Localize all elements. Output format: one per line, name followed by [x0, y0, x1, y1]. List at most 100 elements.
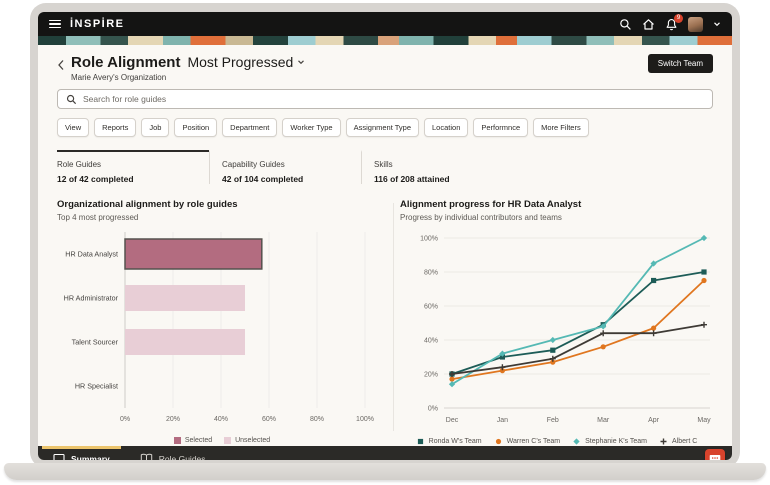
bottom-toolbar: Summary Role Guides: [38, 446, 732, 460]
bottombar-item-label: Role Guides: [158, 454, 206, 460]
bar-category-label: HR Specialist: [75, 382, 118, 391]
filter-chip-position[interactable]: Position: [174, 118, 218, 137]
legend-ronda-w-s-team: Ronda W's Team: [416, 437, 482, 446]
main-content: Role Alignment Most Progressed Marie Ave…: [38, 45, 732, 446]
svg-text:80%: 80%: [424, 270, 438, 277]
tab-value: 12 of 42 completed: [57, 174, 134, 184]
chat-bubble-icon: [709, 455, 721, 460]
chat-button[interactable]: [705, 449, 725, 460]
legend-stephanie-k-s-team: Stephanie K's Team: [572, 437, 647, 446]
switch-team-button[interactable]: Switch Team: [647, 54, 713, 73]
legend-marker-icon: [660, 438, 667, 445]
search-input[interactable]: [83, 94, 704, 104]
page-title: Role Alignment: [71, 54, 181, 71]
laptop-bezel: İNSPİRE 9: [30, 3, 740, 468]
svg-text:0%: 0%: [428, 406, 438, 413]
filter-chip-performnce[interactable]: Performnce: [473, 118, 529, 137]
svg-text:Apr: Apr: [648, 417, 660, 424]
line-chart-subtitle: Progress by individual contributors and …: [400, 213, 562, 222]
chevron-left-icon: [58, 60, 64, 70]
bar-hr-data-analyst[interactable]: [124, 238, 263, 270]
chevron-down-icon: [298, 60, 305, 65]
bar-chart-subtitle: Top 4 most progressed: [57, 213, 139, 222]
bottombar-item-summary[interactable]: Summary: [38, 446, 125, 460]
notifications-button[interactable]: 9: [665, 13, 683, 31]
line-series-stephanie-k-s-team: [451, 237, 705, 386]
bar-hr-administrator[interactable]: [125, 285, 245, 311]
avatar[interactable]: [688, 16, 703, 32]
line-chart-legend: Ronda W's Team Warren C's Team Stephanie K…: [400, 437, 713, 446]
page-header: Role Alignment Most Progressed Marie Ave…: [57, 54, 713, 82]
filter-chip-worker-type[interactable]: Worker Type: [282, 118, 341, 137]
legend-selected: Selected: [173, 437, 212, 444]
tab-value: 42 of 104 completed: [222, 174, 304, 184]
svg-text:Mar: Mar: [597, 417, 610, 424]
search-icon: [66, 94, 77, 104]
org-subtitle: Marie Avery's Organization: [71, 73, 167, 82]
legend-albert-c: Albert C: [659, 437, 697, 446]
filter-chip-job[interactable]: Job: [141, 118, 170, 137]
legend-warren-c-s-team: Warren C's Team: [494, 437, 560, 446]
svg-text:Feb: Feb: [547, 417, 559, 424]
book-icon: [140, 453, 152, 460]
view-selector-dropdown[interactable]: Most Progressed: [187, 54, 305, 70]
menu-icon[interactable]: [49, 19, 61, 29]
search-icon[interactable]: [619, 18, 632, 31]
tab-skills[interactable]: Skills 116 of 208 attained: [361, 150, 513, 184]
back-button[interactable]: [57, 58, 65, 76]
bar-chart-panel: Organizational alignment by role guides …: [57, 199, 387, 446]
svg-text:0%: 0%: [120, 416, 130, 423]
svg-text:80%: 80%: [310, 416, 324, 423]
filter-chip-reports[interactable]: Reports: [94, 118, 137, 137]
line-chart: 0% 20% 40% 60% 80% 100% Dec Jan Feb Mar Apr May: [420, 234, 711, 424]
tab-capability-guides[interactable]: Capability Guides 42 of 104 completed: [209, 150, 361, 184]
svg-text:60%: 60%: [262, 416, 276, 423]
home-icon[interactable]: [642, 18, 655, 31]
legend-swatch-icon: [224, 437, 232, 444]
tab-label: Capability Guides: [222, 160, 285, 169]
line-chart-title: Alignment progress for HR Data Analyst: [400, 199, 582, 210]
legend-marker-icon: [495, 438, 501, 445]
app-logo: İNSPİRE: [70, 18, 125, 30]
bar-talent-sourcer[interactable]: [125, 329, 245, 355]
svg-text:May: May: [697, 417, 711, 424]
decorative-banner: [38, 36, 732, 45]
svg-text:20%: 20%: [424, 372, 438, 379]
bell-icon: [666, 18, 677, 30]
notification-badge: 9: [674, 13, 683, 23]
line-series-ronda-w-s-team: [451, 271, 705, 375]
view-selector-label: Most Progressed: [187, 54, 294, 70]
line-series-albert-c: [451, 323, 705, 375]
filter-chips-row: View Reports Job Position Department Worker T…: [57, 118, 713, 137]
bottombar-item-label: Summary: [71, 454, 110, 460]
bar-category-label: HR Administrator: [64, 294, 119, 303]
bar-chart: 0% 20% 40% 60% 80% 100% HR Data Analyst HR Admi…: [64, 232, 374, 423]
svg-text:Dec: Dec: [446, 417, 459, 424]
legend-unselected: Unselected: [224, 437, 270, 444]
tab-label: Skills: [374, 160, 393, 169]
tab-value: 116 of 208 attained: [374, 174, 450, 184]
filter-chip-department[interactable]: Department: [222, 118, 278, 137]
bar-chart-title: Organizational alignment by role guides: [57, 199, 238, 210]
filter-chip-location[interactable]: Location: [424, 118, 469, 137]
app-window: İNSPİRE 9: [38, 12, 732, 460]
filter-chip-view[interactable]: View: [57, 118, 90, 137]
search-bar[interactable]: [57, 89, 713, 109]
chevron-down-icon[interactable]: [713, 20, 721, 28]
line-series-warren-c-s-team: [451, 279, 705, 381]
bottombar-item-role-guides[interactable]: Role Guides: [125, 446, 221, 460]
charts-row: Organizational alignment by role guides …: [57, 199, 713, 446]
laptop-base: [4, 463, 766, 480]
svg-text:40%: 40%: [424, 338, 438, 345]
filter-chip-more-filters[interactable]: More Filters: [533, 118, 589, 137]
bar-category-label: Talent Sourcer: [72, 338, 119, 347]
vertical-divider: [393, 203, 394, 431]
filter-chip-assignment-type[interactable]: Assignment Type: [345, 118, 420, 137]
bar-chart-legend: Selected Unselected: [57, 437, 387, 444]
svg-text:100%: 100%: [356, 416, 374, 423]
line-chart-panel: Alignment progress for HR Data Analyst P…: [400, 199, 713, 446]
svg-text:100%: 100%: [420, 236, 438, 243]
stat-tabs: Role Guides 12 of 42 completed Capability …: [57, 150, 713, 184]
tab-role-guides[interactable]: Role Guides 12 of 42 completed: [57, 150, 209, 184]
bar-category-label: HR Data Analyst: [65, 250, 118, 259]
